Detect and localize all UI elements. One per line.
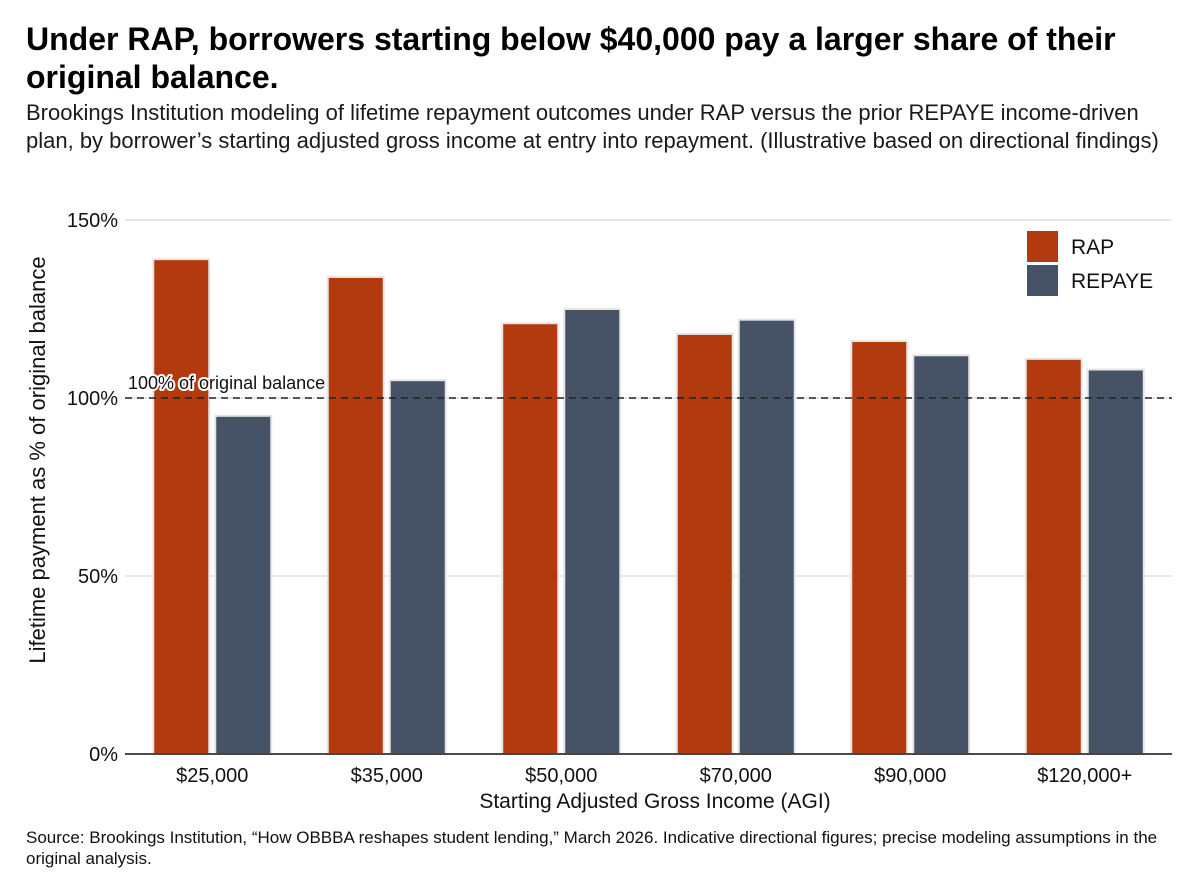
x-axis-label: Starting Adjusted Gross Income (AGI) — [479, 790, 830, 813]
reference-line-label: 100% of original balance — [128, 373, 325, 393]
y-axis-label: Lifetime payment as % of original balanc… — [25, 256, 50, 663]
x-tick-label: $35,000 — [351, 765, 423, 787]
x-tick-label: $25,000 — [176, 765, 248, 787]
bar-rap-2 — [501, 322, 560, 755]
x-tick-label: $90,000 — [874, 765, 946, 787]
bar-repaye-3 — [737, 318, 796, 755]
y-tick-label: 0% — [89, 744, 118, 766]
bar-repaye-4 — [912, 354, 971, 755]
legend-label-repaye: REPAYE — [1071, 270, 1153, 293]
x-tick-label: $120,000+ — [1037, 765, 1132, 787]
x-tick-label: $50,000 — [525, 765, 597, 787]
legend-label-rap: RAP — [1071, 236, 1114, 259]
x-tick-label: $70,000 — [700, 765, 772, 787]
bar-chart: 0% 50% 100% 150% 100% of original balance $… — [25, 210, 1172, 813]
chart-title: Under RAP, borrowers starting below $40,… — [26, 21, 1116, 95]
bar-repaye-2 — [563, 308, 622, 755]
y-tick-label: 50% — [78, 566, 118, 588]
bar-rap-5 — [1024, 357, 1083, 755]
bar-repaye-0 — [214, 414, 273, 755]
reference-line-group: 100% of original balance — [125, 371, 1172, 399]
bars — [152, 258, 1145, 755]
bar-rap-3 — [675, 332, 734, 755]
chart-subtitle: Brookings Institution modeling of lifeti… — [26, 100, 1159, 153]
y-tick-label: 150% — [67, 210, 118, 232]
legend: RAP REPAYE — [1027, 231, 1153, 296]
bar-rap-0 — [152, 258, 211, 755]
y-axis-ticks: 0% 50% 100% 150% — [67, 210, 118, 766]
bar-rap-1 — [326, 275, 385, 755]
source-note: Source: Brookings Institution, “How OBBB… — [26, 828, 1158, 868]
x-axis-ticks: $25,000 $35,000 $50,000 $70,000 $90,000 $120,… — [176, 765, 1132, 787]
bar-repaye-1 — [388, 379, 447, 755]
bar-rap-4 — [850, 340, 909, 755]
legend-swatch-rap — [1027, 231, 1058, 262]
bar-repaye-5 — [1086, 368, 1145, 755]
y-tick-label: 100% — [67, 388, 118, 410]
legend-swatch-repaye — [1027, 265, 1058, 296]
